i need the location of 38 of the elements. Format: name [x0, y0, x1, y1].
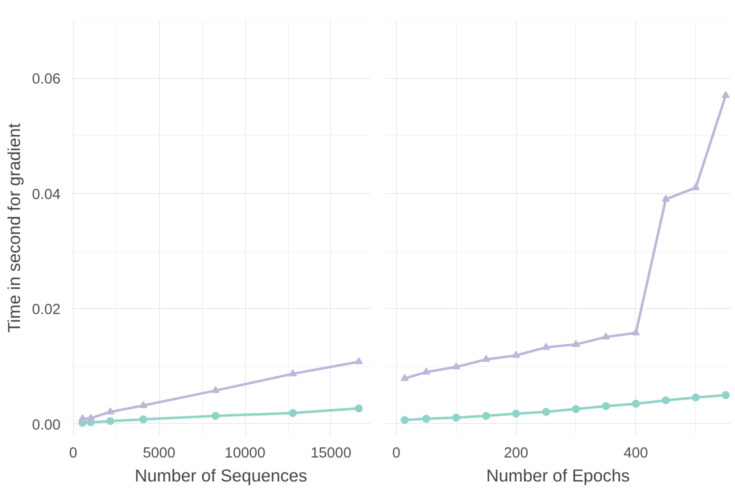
- x-axis-title: Number of Epochs: [486, 466, 630, 486]
- point: [602, 402, 610, 410]
- y-axis-title: Time in second for gradient: [4, 123, 24, 333]
- x-tick-label: 400: [624, 446, 648, 462]
- point: [512, 410, 520, 418]
- x-tick-label: 10000: [224, 446, 266, 462]
- y-tick-label: 0.02: [32, 302, 61, 318]
- point: [422, 414, 430, 423]
- point: [722, 391, 730, 400]
- point: [452, 362, 460, 370]
- y-tick-label: 0.04: [32, 186, 61, 203]
- point: [602, 332, 610, 340]
- point: [572, 340, 580, 347]
- point: [452, 414, 460, 422]
- point: [482, 412, 490, 420]
- point: [662, 194, 670, 202]
- y-tick-label: 0.06: [32, 72, 61, 88]
- point: [662, 396, 670, 404]
- x-tick-label: 0: [392, 446, 400, 462]
- point: [400, 374, 409, 381]
- x-tick-label: 5000: [142, 446, 176, 462]
- point: [542, 408, 550, 416]
- point: [422, 368, 430, 375]
- x-axis-title: Number of Sequences: [134, 466, 308, 486]
- point: [632, 400, 640, 408]
- x-tick-label: 200: [504, 446, 528, 462]
- point: [692, 393, 700, 402]
- point: [722, 90, 730, 98]
- point: [542, 342, 550, 350]
- point: [692, 183, 700, 190]
- point: [400, 416, 409, 424]
- point: [572, 404, 580, 413]
- y-tick-label: 0.00: [32, 417, 61, 434]
- x-tick-label: 0: [69, 446, 78, 462]
- point: [632, 328, 640, 336]
- point: [482, 354, 490, 362]
- point: [512, 350, 520, 358]
- x-tick-label: 15000: [310, 446, 352, 462]
